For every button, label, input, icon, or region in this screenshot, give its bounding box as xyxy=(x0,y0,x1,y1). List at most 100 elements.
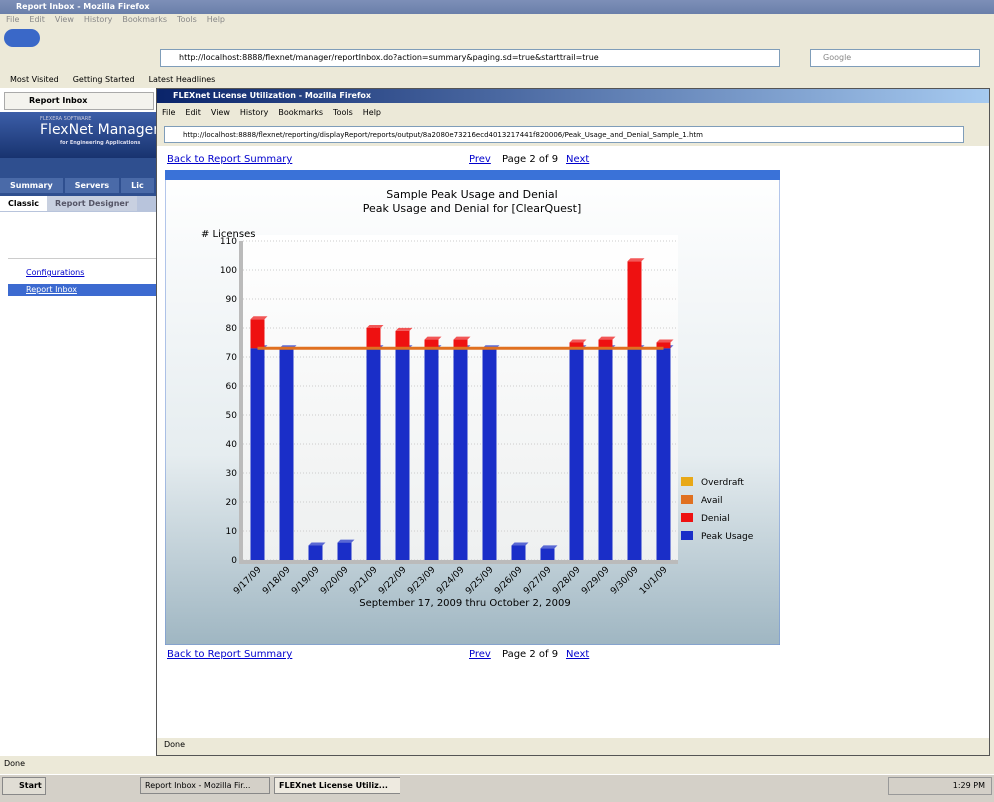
y-tick-label: 100 xyxy=(220,266,237,276)
menu-item[interactable]: File xyxy=(162,108,176,117)
menu-item[interactable]: Help xyxy=(206,15,226,24)
next-link[interactable]: Next xyxy=(566,649,590,660)
bar-segment xyxy=(453,339,468,349)
back-link[interactable]: Back to Report Summary xyxy=(167,649,293,660)
back-button[interactable] xyxy=(4,29,40,47)
inner-url[interactable]: http://localhost:8888/flexnet/reporting/… xyxy=(164,126,964,143)
menu-item[interactable]: Bookmarks xyxy=(122,15,168,24)
bar-top xyxy=(395,327,413,331)
task-item[interactable]: Report Inbox - Mozilla Fir... xyxy=(140,777,270,794)
side-tab[interactable]: Lic xyxy=(121,178,154,193)
menu-item[interactable]: Edit xyxy=(29,15,45,24)
start-button[interactable]: Start xyxy=(2,777,46,795)
outer-status: Done xyxy=(4,759,26,768)
back-link[interactable]: Back to Report Summary xyxy=(167,154,293,165)
task-items: Report Inbox - Mozilla Fir... FLEXnet Lic… xyxy=(140,777,400,795)
bar-top xyxy=(250,316,268,320)
link[interactable]: Report Inbox xyxy=(26,285,77,294)
bar-segment xyxy=(656,342,671,349)
inner-status: Done xyxy=(164,740,186,749)
bar-top xyxy=(598,336,616,340)
side-tab[interactable]: Servers xyxy=(64,178,120,193)
menu-item[interactable]: Help xyxy=(362,108,382,117)
menu-item[interactable]: History xyxy=(83,15,113,24)
task-item[interactable]: FLEXnet License Utiliz... xyxy=(274,777,400,794)
menu-item[interactable]: History xyxy=(239,108,269,117)
y-tick-label: 70 xyxy=(226,353,238,363)
menu-item[interactable]: Tools xyxy=(177,15,197,24)
bar-segment xyxy=(424,348,439,560)
bar-top xyxy=(569,339,587,343)
legend-swatch xyxy=(681,495,693,504)
bar-segment xyxy=(627,348,642,560)
next-link[interactable]: Next xyxy=(566,154,590,165)
sidebar-tab[interactable]: Report Inbox xyxy=(4,92,154,110)
outer-menu: File Edit View History Bookmarks Tools Help xyxy=(6,15,606,27)
inner-menu: File Edit View History Bookmarks Tools Help xyxy=(162,108,662,120)
clock: 1:29 PM xyxy=(888,777,992,795)
bar-top xyxy=(656,339,674,343)
logo-band xyxy=(0,112,156,158)
logo-sub: for Engineering Applications xyxy=(60,140,141,146)
bar-segment xyxy=(279,348,294,560)
bar-segment xyxy=(250,348,265,560)
bar-top xyxy=(308,542,326,546)
bookmark[interactable]: Most Visited xyxy=(10,75,59,84)
y-tick-label: 110 xyxy=(220,237,237,247)
bar-segment xyxy=(366,328,381,349)
side-subtab[interactable]: Report Designer xyxy=(47,196,137,211)
y-tick-label: 0 xyxy=(231,556,237,566)
y-tick-label: 10 xyxy=(226,527,238,537)
menu-item[interactable]: Bookmarks xyxy=(278,108,324,117)
y-tick-label: 30 xyxy=(226,469,238,479)
link[interactable]: Configurations xyxy=(26,268,85,277)
legend-swatch xyxy=(681,513,693,522)
outer-url[interactable]: http://localhost:8888/flexnet/manager/re… xyxy=(160,49,780,67)
bar-top xyxy=(424,336,442,340)
page-label: Page 2 of 9 xyxy=(502,649,559,660)
x-axis-floor xyxy=(239,560,678,564)
taskbar xyxy=(0,774,994,802)
y-tick-label: 20 xyxy=(226,498,238,508)
inner-title: FLEXnet License Utilization - Mozilla Fi… xyxy=(157,89,989,103)
menu-item[interactable]: Edit xyxy=(185,108,201,117)
menu-item[interactable]: File xyxy=(6,15,20,24)
prev-link[interactable]: Prev xyxy=(469,649,491,660)
bookmark[interactable]: Latest Headlines xyxy=(148,75,216,84)
chart-title: Sample Peak Usage and Denial xyxy=(386,188,557,201)
bar-segment xyxy=(598,339,613,349)
bar-segment xyxy=(250,319,265,349)
bar-segment xyxy=(482,348,497,560)
menu-item[interactable]: Tools xyxy=(333,108,353,117)
chart-top-bar xyxy=(165,170,780,180)
search-box[interactable]: Google xyxy=(810,49,980,67)
y-tick-label: 80 xyxy=(226,324,238,334)
bar-segment xyxy=(656,348,671,560)
bar-top xyxy=(627,258,645,262)
bookmark[interactable]: Getting Started xyxy=(72,75,135,84)
legend-label: Peak Usage xyxy=(701,532,754,542)
side-tab[interactable]: Summary xyxy=(0,178,63,193)
bar-segment xyxy=(308,545,323,560)
y-tick-label: 50 xyxy=(226,411,238,421)
bar-segment xyxy=(540,548,555,560)
side-subtabs: Classic Report Designer xyxy=(0,196,156,212)
bar-segment xyxy=(569,342,584,349)
divider xyxy=(8,258,156,259)
bar-top xyxy=(453,336,471,340)
y-tick-label: 90 xyxy=(226,295,238,305)
side-tabs: Summary Servers Lic xyxy=(0,178,156,194)
bar-segment xyxy=(395,330,410,349)
bar-top xyxy=(540,545,558,549)
bar-segment xyxy=(424,339,439,349)
legend-label: Denial xyxy=(701,514,730,524)
menu-item[interactable]: View xyxy=(210,108,230,117)
chart: Sample Peak Usage and Denial Peak Usage … xyxy=(165,170,780,645)
menu-item[interactable]: View xyxy=(54,15,74,24)
bar-segment xyxy=(337,542,352,560)
prev-link[interactable]: Prev xyxy=(469,154,491,165)
bar-top xyxy=(511,542,529,546)
side-subtab[interactable]: Classic xyxy=(0,196,48,211)
y-tick-label: 40 xyxy=(226,440,238,450)
